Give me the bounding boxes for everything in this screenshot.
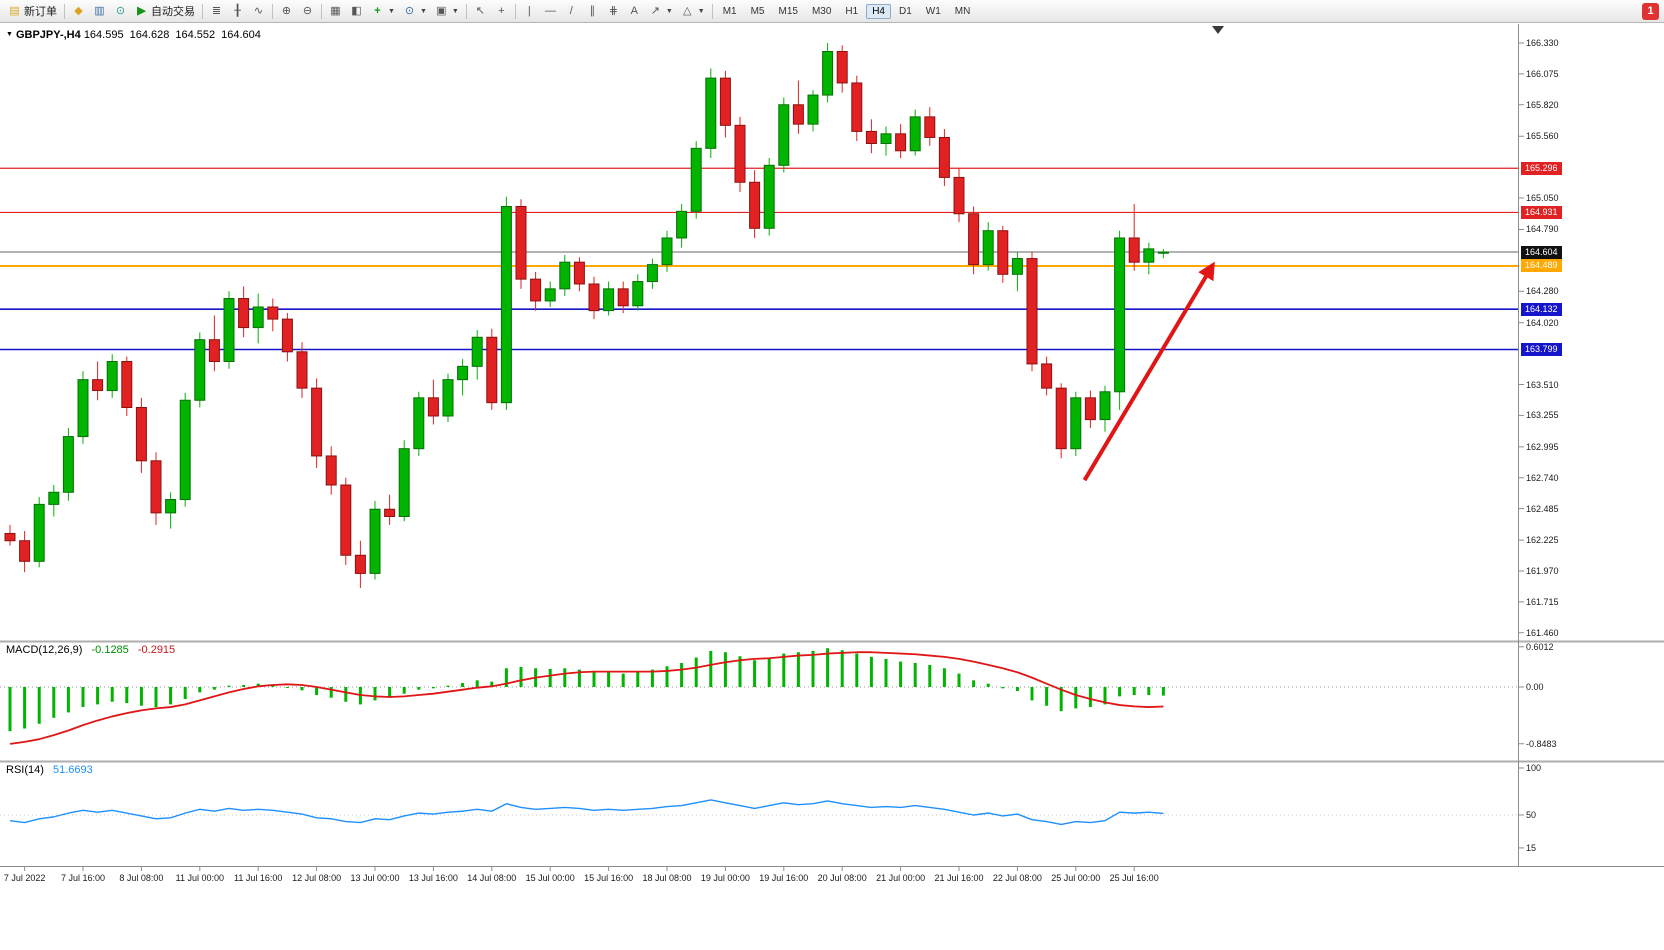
vertical-line-icon: | xyxy=(527,4,531,17)
cascade-windows-button[interactable]: ◧ xyxy=(346,4,367,19)
timeframe-button-mn[interactable]: MN xyxy=(954,6,971,17)
new-order-button[interactable]: ▤ 新订单 xyxy=(4,2,61,20)
autotrading-button[interactable]: ▶ 自动交易 xyxy=(131,2,199,20)
line-chart-button[interactable]: ∿ xyxy=(248,4,269,19)
vertical-line-button[interactable]: | xyxy=(519,4,540,19)
toolbar-separator xyxy=(64,3,65,19)
chevron-down-icon: ▼ xyxy=(451,7,459,15)
chevron-down-icon: ▼ xyxy=(388,7,395,15)
timeframe-button-w1[interactable]: W1 xyxy=(925,6,941,17)
panel-divider-macd[interactable] xyxy=(0,638,1664,644)
horizontal-level-lines xyxy=(0,167,1518,351)
arrows-icon: ↗ xyxy=(650,4,660,17)
template-button[interactable]: ▣ ▼ xyxy=(431,4,463,19)
toolbar-separator xyxy=(272,3,273,19)
timeframe-button-d1[interactable]: D1 xyxy=(899,6,912,17)
notification-badge[interactable]: 1 xyxy=(1642,3,1659,20)
candlestick-icon: ╂ xyxy=(234,4,241,17)
fibonacci-icon: ⋕ xyxy=(608,4,618,17)
indicators-button[interactable]: + ▼ xyxy=(367,4,399,19)
text-button[interactable]: A xyxy=(624,4,645,19)
timeframe-button-h1[interactable]: H1 xyxy=(845,6,859,17)
shapes-button[interactable]: △ ▼ xyxy=(677,4,709,19)
timeframe-toolbar: M1 M5 M15 M30 H1 H4 D1 W1 MN xyxy=(716,4,978,19)
period-clock-icon: ⊙ xyxy=(404,4,415,17)
arrows-button[interactable]: ↗ ▼ xyxy=(645,4,677,19)
time-axis[interactable] xyxy=(0,866,1518,906)
market-watch-icon: ◆ xyxy=(74,4,83,17)
price-line-label-164.931[interactable]: 164.931 xyxy=(1521,205,1562,219)
timeframe-button-m15[interactable]: M15 xyxy=(778,6,798,17)
zoom-out-icon: ⊖ xyxy=(302,4,313,17)
candlestick-chart-button[interactable]: ╂ xyxy=(227,4,248,19)
tile-windows-button[interactable]: ▦ xyxy=(325,4,346,19)
new-order-icon: ▤ xyxy=(9,4,20,17)
timeframe-button-h4[interactable]: H4 xyxy=(866,4,891,19)
indicators-plus-icon: + xyxy=(374,4,381,17)
crosshair-button[interactable]: + xyxy=(491,4,512,19)
toolbar-separator xyxy=(711,3,713,19)
toolbar-separator xyxy=(514,3,516,19)
price-axis[interactable] xyxy=(1518,24,1664,866)
zoom-in-button[interactable]: ⊕ xyxy=(276,4,297,19)
candles xyxy=(4,43,1169,588)
autotrading-play-icon: ▶ xyxy=(137,4,146,17)
price-line-label-165.296[interactable]: 165.296 xyxy=(1521,161,1562,175)
timeframe-button-m5[interactable]: M5 xyxy=(750,6,765,17)
line-chart-icon: ∿ xyxy=(253,4,264,17)
timeframe-button-m1[interactable]: M1 xyxy=(722,6,737,17)
period-button[interactable]: ⊙ ▼ xyxy=(399,4,431,19)
shapes-icon: △ xyxy=(683,4,692,17)
toolbar-separator xyxy=(321,3,322,19)
channel-icon: ∥ xyxy=(589,4,596,17)
bar-chart-icon: ≣ xyxy=(211,4,222,17)
trendline-button[interactable]: / xyxy=(561,4,582,19)
price-line-label-164.132[interactable]: 164.132 xyxy=(1521,302,1562,316)
toolbar: ▤ 新订单 ◆ ▥ ⊙ ▶ 自动交易 ≣ ╂ ∿ ⊕ ⊖ ▦ ◧ + ▼ ⊙ ▼ ▣… xyxy=(0,0,1664,23)
channel-button[interactable]: ∥ xyxy=(582,4,603,19)
horizontal-line-button[interactable]: — xyxy=(540,4,561,19)
text-icon: A xyxy=(630,4,638,17)
horizontal-line-icon: — xyxy=(544,4,556,17)
bar-chart-button[interactable]: ≣ xyxy=(206,4,227,19)
tile-windows-icon: ▦ xyxy=(330,4,341,17)
macd-series xyxy=(8,648,1165,745)
data-window-icon: ▥ xyxy=(94,4,105,17)
toolbar-separator xyxy=(465,3,467,19)
market-watch-button[interactable]: ◆ xyxy=(68,4,89,19)
cursor-icon: ↖ xyxy=(475,4,485,17)
panel-divider-rsi[interactable] xyxy=(0,758,1664,764)
template-icon: ▣ xyxy=(436,4,447,17)
navigator-icon: ⊙ xyxy=(115,4,126,17)
toolbar-separator xyxy=(202,3,203,19)
navigator-button[interactable]: ⊙ xyxy=(110,4,131,19)
chevron-down-icon: ▼ xyxy=(697,7,705,15)
price-line-label-164.604[interactable]: 164.604 xyxy=(1521,245,1562,259)
chart-shift-marker[interactable] xyxy=(1212,26,1224,34)
rsi-line xyxy=(9,799,1164,826)
price-line-label-164.489[interactable]: 164.489 xyxy=(1521,259,1562,273)
price-line-label-163.799[interactable]: 163.799 xyxy=(1521,343,1562,356)
fibonacci-button[interactable]: ⋕ xyxy=(603,4,624,19)
crosshair-icon: + xyxy=(498,4,505,17)
cascade-windows-icon: ◧ xyxy=(351,4,362,17)
chevron-down-icon: ▼ xyxy=(665,7,673,15)
timeframe-button-m30[interactable]: M30 xyxy=(811,6,832,17)
zoom-out-button[interactable]: ⊖ xyxy=(297,4,318,19)
zoom-in-icon: ⊕ xyxy=(281,4,292,17)
trend-arrow xyxy=(1082,261,1215,482)
autotrading-label: 自动交易 xyxy=(151,6,195,18)
chevron-down-icon: ▼ xyxy=(419,7,427,15)
cursor-button[interactable]: ↖ xyxy=(470,4,491,19)
trendline-icon: / xyxy=(569,4,573,17)
data-window-button[interactable]: ▥ xyxy=(89,4,110,19)
new-order-label: 新订单 xyxy=(24,6,57,18)
